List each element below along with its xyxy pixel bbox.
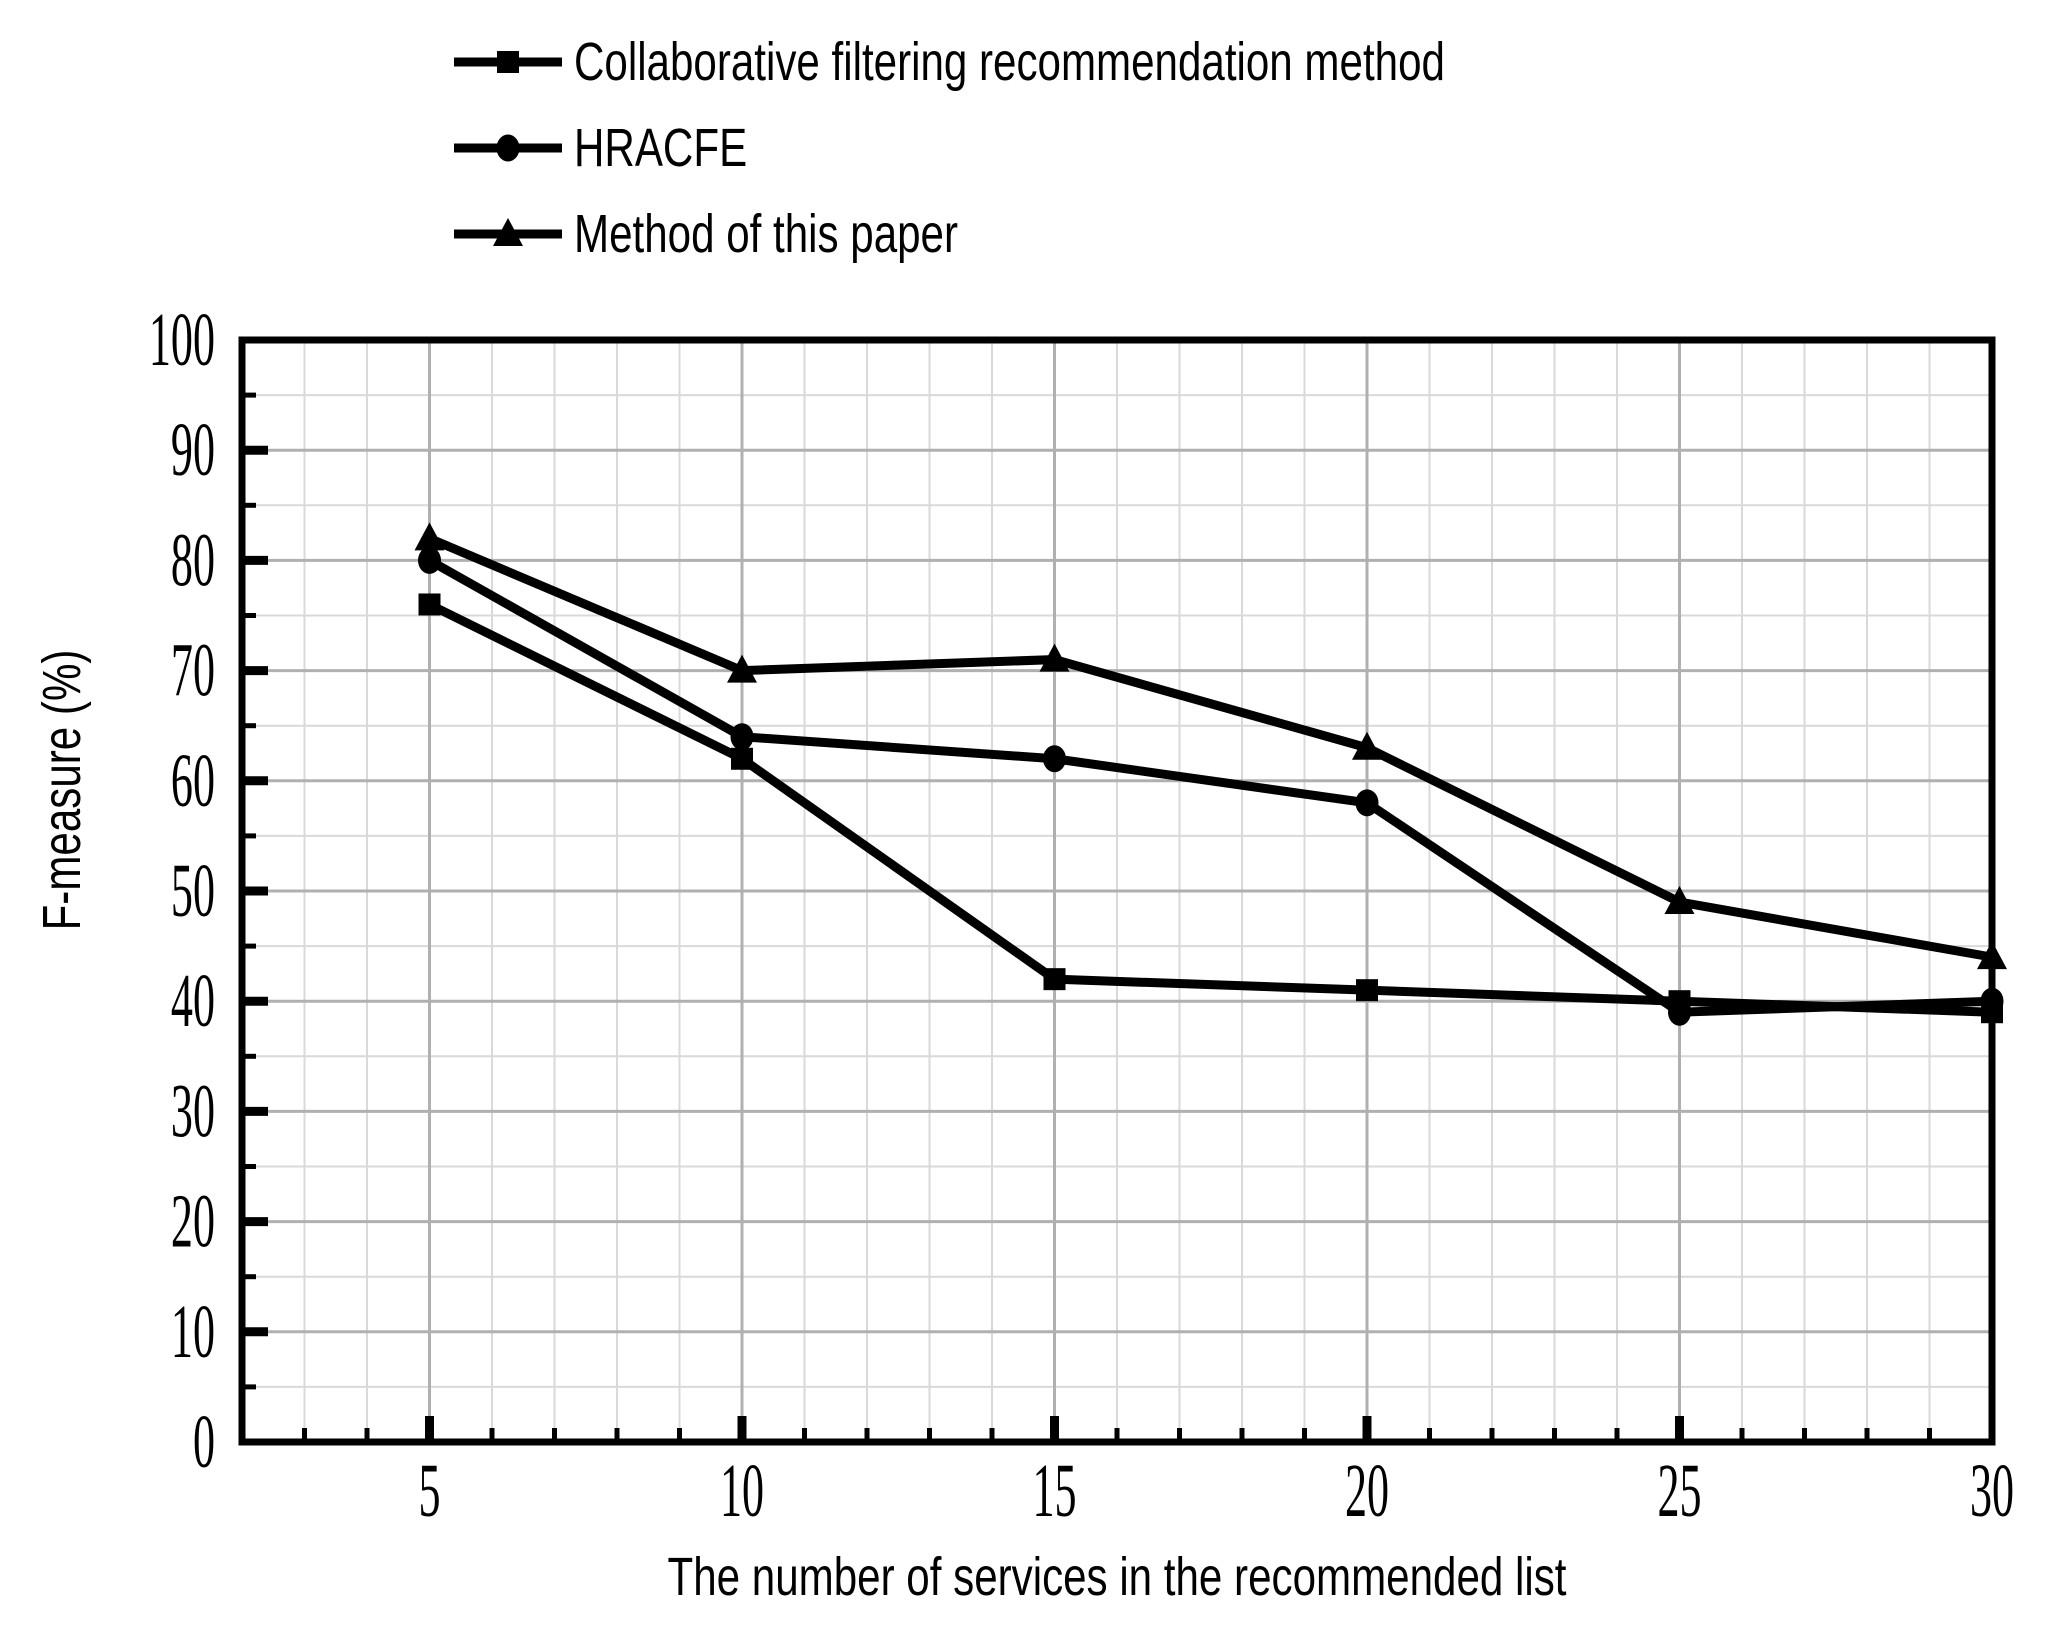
y-tick-label: 20 [171, 1181, 215, 1264]
legend-marker-circle-icon [454, 134, 562, 162]
series-line-square [427, 600, 1993, 1017]
data-point-triangle [1664, 886, 1695, 915]
legend-triangle-glyph [493, 218, 523, 246]
legend-label: Method of this paper [574, 204, 959, 264]
data-point-square [731, 747, 753, 770]
data-point-circle [1668, 998, 1691, 1026]
y-tick-label: 0 [193, 1401, 215, 1484]
data-point-circle [418, 546, 441, 574]
y-axis-title: F-measure (%) [32, 649, 92, 931]
legend-marker-square-icon [454, 51, 562, 73]
legend-label: Collaborative filtering recommendation m… [574, 32, 1445, 92]
y-tick-label: 70 [171, 630, 215, 713]
data-point-circle [1980, 987, 2004, 1015]
series-line-triangle [427, 534, 1993, 962]
x-tick-label: 20 [1345, 1450, 1389, 1533]
x-tick-label: 10 [720, 1450, 764, 1533]
data-point-circle [1043, 745, 1066, 773]
y-tick-label: 60 [171, 740, 215, 823]
data-point-triangle [1352, 731, 1382, 760]
legend-item: Collaborative filtering recommendation m… [452, 19, 1691, 105]
y-tick-label: 80 [171, 519, 215, 602]
legend-item: Method of this paper [452, 191, 1691, 277]
y-tick-label: 100 [149, 299, 215, 382]
data-point-square [1043, 968, 1066, 991]
y-tick-label: 90 [171, 409, 215, 492]
series-line-circle [427, 556, 1993, 1017]
data-point-square [418, 593, 441, 616]
data-point-circle [1355, 789, 1379, 817]
data-point-square [1356, 979, 1378, 1002]
data-point-triangle [727, 654, 757, 683]
y-tick-label: 40 [171, 960, 215, 1043]
legend-marker-triangle-icon [454, 218, 562, 246]
x-tick-label: 30 [1970, 1450, 2014, 1533]
y-tick-label: 10 [171, 1291, 215, 1374]
legend-item: HRACFE [452, 105, 1691, 191]
data-point-circle [730, 723, 754, 751]
data-point-triangle [414, 522, 445, 551]
x-axis-title: The number of services in the recommende… [667, 1547, 1567, 1607]
x-tick-label: 25 [1657, 1450, 1701, 1533]
x-tick-label: 5 [418, 1450, 440, 1533]
legend-circle-glyph [496, 134, 520, 162]
plot-frame [238, 336, 1996, 1446]
legend-square-glyph [497, 51, 519, 73]
legend-label: HRACFE [574, 118, 748, 178]
y-tick-label: 50 [171, 850, 215, 933]
data-point-triangle [1039, 643, 1070, 672]
data-point-triangle [1977, 941, 2007, 970]
x-tick-label: 15 [1032, 1450, 1076, 1533]
y-tick-label: 30 [171, 1070, 215, 1153]
legend: Collaborative filtering recommendation m… [452, 19, 1691, 277]
